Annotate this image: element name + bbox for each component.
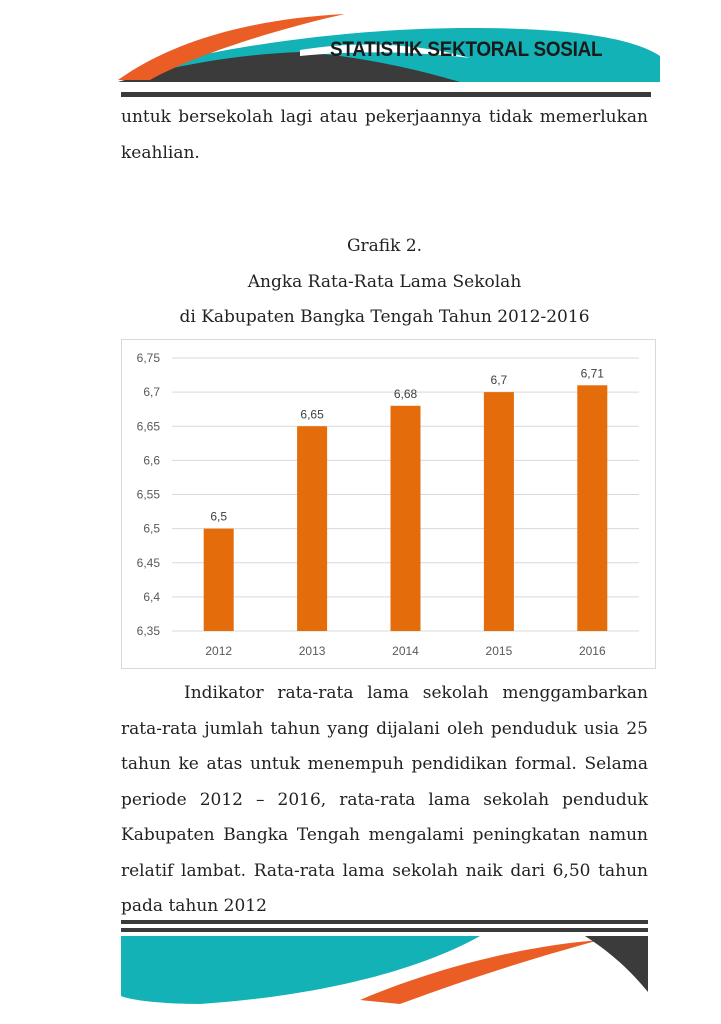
chart-canvas: 6,35 6,4 6,45 6,5 6,55 6,6 6,65 6,7 6,75 6,5 2012 6… bbox=[137, 351, 639, 658]
bar bbox=[390, 405, 421, 631]
bar bbox=[297, 426, 328, 631]
figure-title: Angka Rata-Rata Lama Sekolah bbox=[247, 272, 522, 292]
y-tick-label: 6,75 bbox=[137, 351, 161, 365]
footer-decoration bbox=[121, 936, 648, 1004]
footer-teal-band bbox=[121, 936, 480, 1004]
bar bbox=[483, 392, 514, 631]
bar bbox=[577, 385, 608, 631]
header-dark-swoosh bbox=[118, 52, 460, 82]
x-tick-label: 2016 bbox=[579, 644, 606, 658]
x-tick-label: 2014 bbox=[392, 644, 419, 658]
header-orange-swoosh bbox=[118, 14, 345, 80]
data-label: 6,5 bbox=[210, 510, 227, 524]
footer-rule-2 bbox=[121, 928, 648, 932]
body-paragraph-1: untuk bersekolah lagi atau pekerjaannya … bbox=[121, 107, 648, 163]
body-paragraph-2: Indikator rata-rata lama sekolah menggam… bbox=[121, 683, 648, 916]
bar bbox=[203, 528, 234, 631]
data-label: 6,7 bbox=[491, 373, 508, 387]
x-tick-label: 2012 bbox=[205, 644, 232, 658]
x-tick-label: 2015 bbox=[486, 644, 513, 658]
y-tick-label: 6,4 bbox=[143, 590, 160, 604]
header-decoration bbox=[118, 14, 660, 82]
footer-rule-1 bbox=[121, 920, 648, 924]
data-label: 6,71 bbox=[581, 366, 605, 380]
x-tick-label: 2013 bbox=[299, 644, 326, 658]
y-tick-label: 6,55 bbox=[137, 488, 161, 502]
header-rule bbox=[121, 92, 651, 97]
y-tick-label: 6,65 bbox=[137, 419, 161, 433]
header-white-swoosh bbox=[300, 44, 470, 58]
bar-chart: 6,35 6,4 6,45 6,5 6,55 6,6 6,65 6,7 6,75 6,5 2012 6… bbox=[121, 339, 656, 669]
y-tick-label: 6,35 bbox=[137, 624, 161, 638]
figure-subtitle: di Kabupaten Bangka Tengah Tahun 2012-20… bbox=[179, 307, 590, 327]
y-tick-label: 6,6 bbox=[143, 453, 160, 467]
footer-orange-swoosh bbox=[360, 940, 600, 1004]
data-label: 6,65 bbox=[300, 407, 324, 421]
figure-number: Grafik 2. bbox=[346, 236, 423, 256]
y-tick-label: 6,45 bbox=[137, 556, 161, 570]
data-label: 6,68 bbox=[394, 387, 418, 401]
y-tick-label: 6,7 bbox=[143, 385, 160, 399]
footer-dark-triangle bbox=[585, 936, 648, 992]
header-title: STATISTIK SEKTORAL SOSIAL bbox=[330, 38, 603, 61]
y-tick-label: 6,5 bbox=[143, 522, 160, 536]
